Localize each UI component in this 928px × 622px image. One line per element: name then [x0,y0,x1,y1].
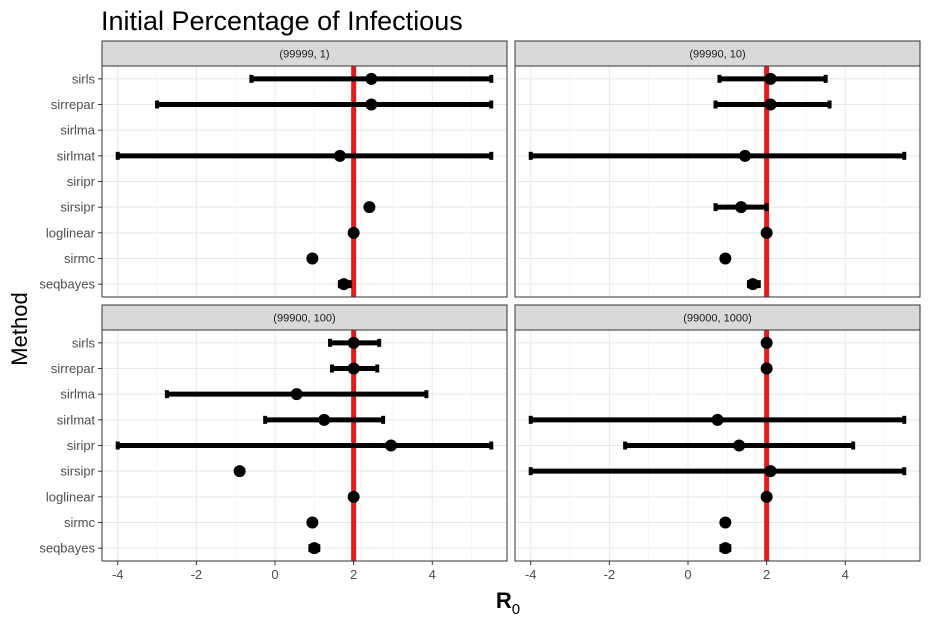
point-estimate [385,439,398,452]
x-axis-title-subscript: 0 [512,601,520,618]
facet-strip-label: (99900, 100) [273,313,335,325]
point-estimate [363,201,376,214]
x-tick-label: -2 [191,567,203,582]
x-tick-label: 4 [842,567,849,582]
point-estimate [347,490,360,503]
point-estimate [760,226,773,239]
point-estimate [365,98,378,111]
y-tick-label: sirlma [60,387,95,402]
facet-strip-label: (99999, 1) [279,49,329,61]
point-estimate [760,362,773,375]
y-tick-label: sirlmat [57,412,96,427]
point-estimate [735,201,748,214]
y-tick-label: loglinear [46,489,96,504]
y-tick-label: seqbayes [39,541,95,556]
chart-title: Initial Percentage of Infectious [101,6,463,36]
y-tick-label: sirsipr [60,200,95,215]
point-estimate [764,465,777,478]
y-tick-label: sirls [72,335,96,350]
point-estimate [746,278,759,291]
facet-strip [101,304,508,331]
y-tick-label: sirlma [60,123,95,138]
x-tick-label: -2 [604,567,616,582]
point-estimate [764,98,777,111]
y-tick-label: siripr [67,174,96,189]
point-estimate [764,72,777,85]
y-tick-label: sirrepar [51,361,96,376]
point-estimate [760,490,773,503]
y-tick-label: seqbayes [39,277,95,292]
y-tick-label: siripr [67,438,96,453]
point-estimate [733,439,746,452]
y-axis-title: Method [7,292,32,365]
point-estimate [306,252,319,265]
point-estimate [719,252,732,265]
y-tick-label: loglinear [46,225,96,240]
y-tick-label: sirrepar [51,97,96,112]
point-estimate [719,516,732,529]
x-tick-label: -4 [525,567,537,582]
point-estimate [337,278,350,291]
facet-strip [101,40,508,67]
facet-panel: (99990, 10) [514,40,921,298]
x-axis-title-main: R [496,588,512,613]
x-tick-label: 2 [350,567,357,582]
facet-panel: (99999, 1) sirls sirrepar sirlma sirlmat siri… [39,40,508,298]
x-tick-label: 0 [271,567,278,582]
y-tick-label: sirlmat [57,148,96,163]
point-estimate [347,336,360,349]
point-estimate [739,149,752,162]
y-tick-label: sirsipr [60,464,95,479]
x-tick-label: 4 [429,567,436,582]
point-estimate [760,336,773,349]
x-tick-label: 2 [763,567,770,582]
y-tick-label: sirmc [64,515,96,530]
point-estimate [365,72,378,85]
point-estimate [711,413,724,426]
facet-panel: (99900, 100) sirls sirrepar sirlma sirlmat si… [39,304,508,582]
point-estimate [719,542,732,555]
point-estimate [318,413,331,426]
x-tick-label: -4 [112,567,124,582]
facet-strip-label: (99990, 10) [689,49,745,61]
point-estimate [347,362,360,375]
point-estimate [333,149,346,162]
x-axis-title: R0 [496,588,520,618]
facet-strip-label: (99000, 1000) [683,313,752,325]
point-estimate [347,226,360,239]
point-estimate [233,465,246,478]
point-estimate [308,542,321,555]
facet-strip [514,304,921,331]
point-estimate [306,516,319,529]
y-tick-label: sirmc [64,251,96,266]
x-tick-label: 0 [684,567,691,582]
point-estimate [290,388,303,401]
facet-panels: (99999, 1) sirls sirrepar sirlma sirlmat siri… [39,40,921,582]
facet-strip [514,40,921,67]
y-tick-label: sirls [72,71,96,86]
facet-panel: (99000, 1000) -4 -2 0 2 4 [514,304,921,582]
